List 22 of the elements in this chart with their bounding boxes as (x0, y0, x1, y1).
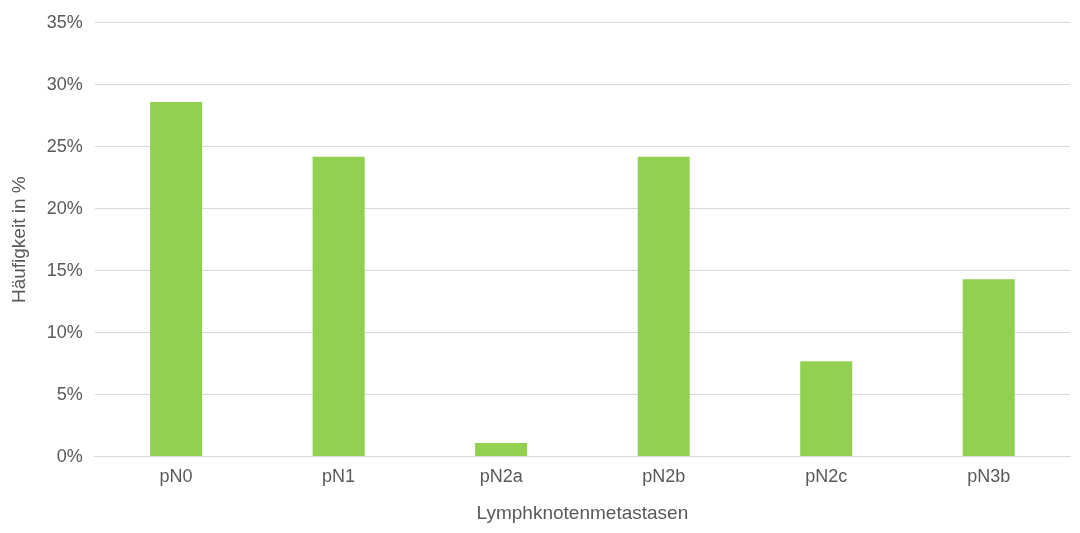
bar (962, 279, 1015, 457)
x-tick-label: pN2b (642, 466, 686, 487)
x-tick-label: pN0 (159, 466, 193, 487)
y-axis-title: Häufigkeit in % (7, 176, 29, 304)
bar (637, 156, 690, 457)
bar (475, 442, 528, 457)
bar (150, 102, 203, 457)
x-tick-label: pN3b (967, 466, 1011, 487)
bar (312, 156, 365, 457)
y-tick-label: 20% (46, 197, 83, 218)
y-tick-label: 5% (56, 383, 83, 404)
y-tick-label: 15% (46, 259, 83, 280)
y-tick-label: 25% (46, 135, 83, 156)
y-tick-label: 0% (56, 445, 83, 466)
y-tick-label: 35% (46, 11, 83, 32)
y-tick-label: 30% (46, 73, 83, 94)
x-tick-label: pN2c (805, 466, 848, 487)
x-tick-label: pN1 (322, 466, 356, 487)
x-axis-title: Lymphknotenmetastasen (476, 501, 689, 523)
x-tick-label: pN2a (479, 466, 524, 487)
bar (800, 361, 853, 457)
y-tick-label: 10% (46, 321, 83, 342)
